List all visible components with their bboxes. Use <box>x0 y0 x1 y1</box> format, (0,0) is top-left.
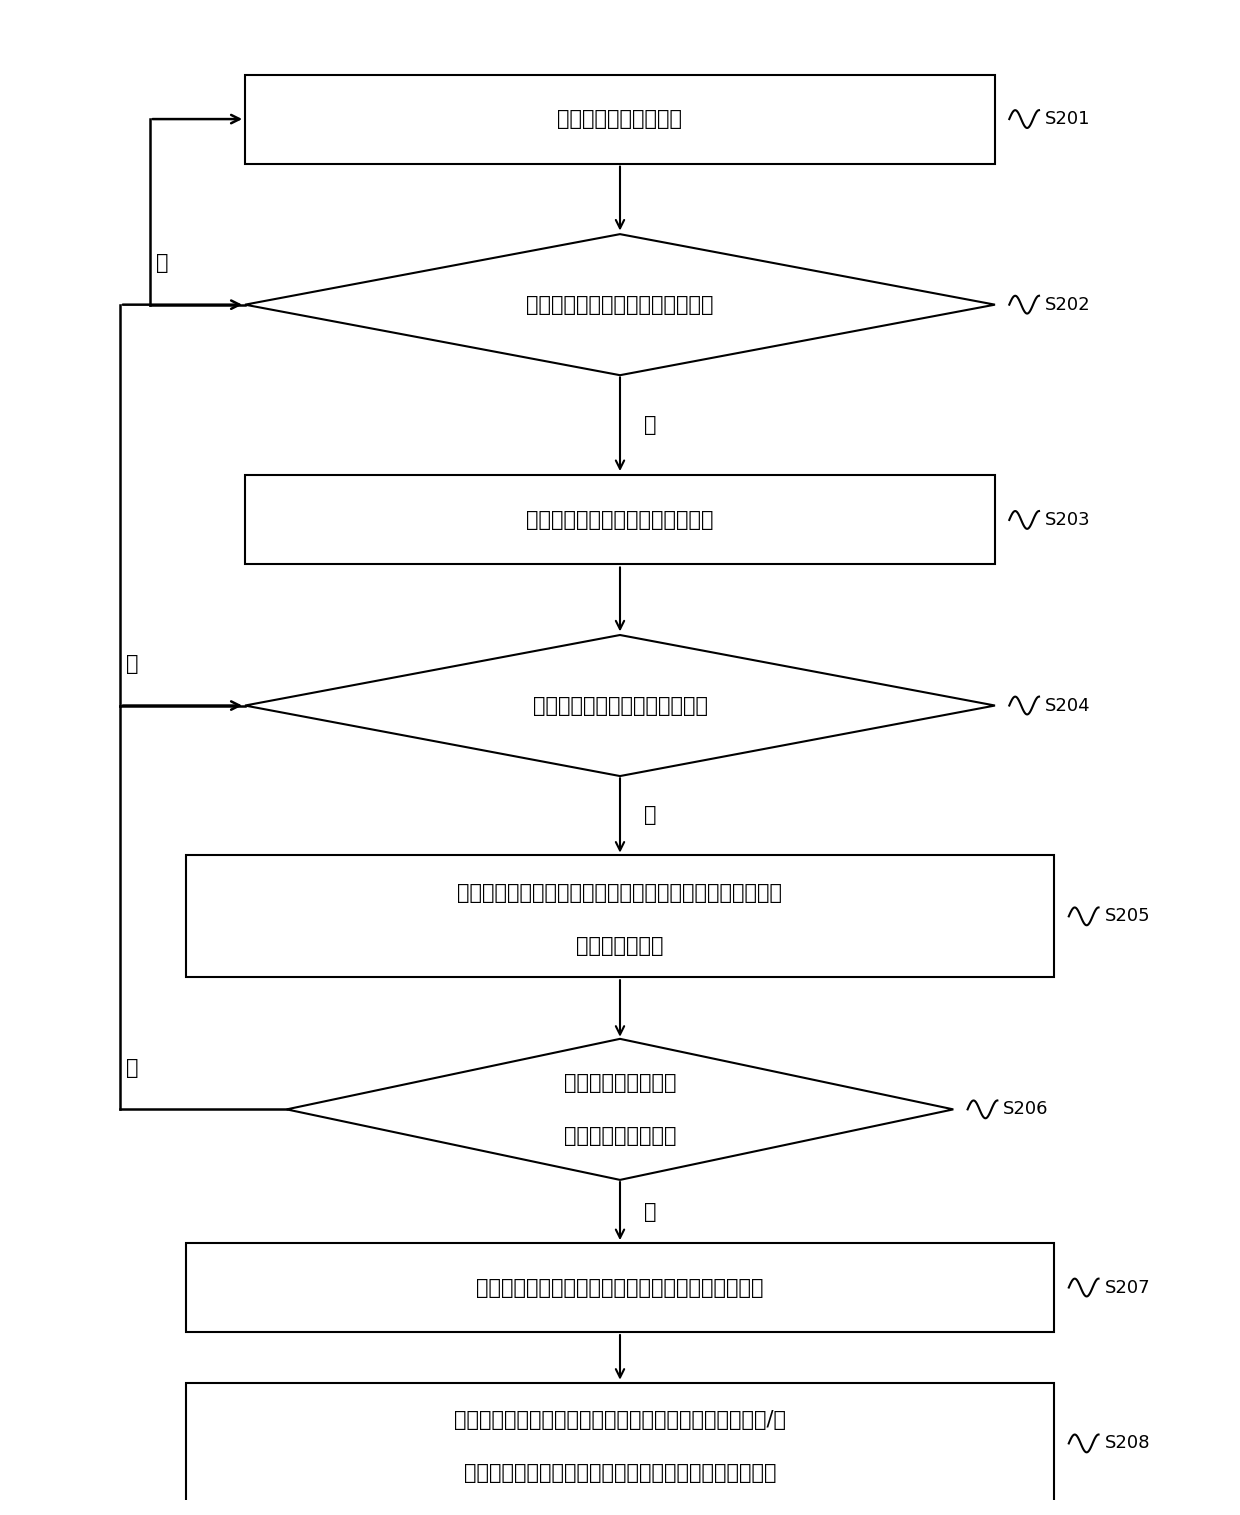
Text: 控制电梯中的报警装置输出报警指令对应的报警信息: 控制电梯中的报警装置输出报警指令对应的报警信息 <box>476 1277 764 1297</box>
Polygon shape <box>286 1039 954 1180</box>
Text: S204: S204 <box>1045 697 1091 715</box>
Text: 否: 否 <box>126 1057 139 1077</box>
Polygon shape <box>246 235 994 376</box>
Text: 检测电梯门状态是否表示开启状态: 检测电梯门状态是否表示开启状态 <box>526 294 714 315</box>
Bar <box>186 856 1054 977</box>
Text: 电梯光幕的控制单元发送电梯门常开指令对应的常开信号: 电梯光幕的控制单元发送电梯门常开指令对应的常开信号 <box>464 1463 776 1483</box>
Text: 控制电梯中的电梯门控装置向电梯轿厢按钮的控制单元和/或: 控制电梯中的电梯门控装置向电梯轿厢按钮的控制单元和/或 <box>454 1409 786 1430</box>
Bar <box>186 1242 1054 1332</box>
Bar <box>246 476 994 565</box>
Text: 否: 否 <box>126 654 139 674</box>
Text: S202: S202 <box>1045 295 1091 314</box>
Text: 统计预设时间内存在电动车的第一识别次数和未存在电动车: 统计预设时间内存在电动车的第一识别次数和未存在电动车 <box>458 883 782 903</box>
Text: S206: S206 <box>1003 1100 1049 1118</box>
Text: 获取电梯的电梯门状态: 获取电梯的电梯门状态 <box>558 109 682 129</box>
Text: 是: 是 <box>644 806 656 826</box>
Text: S207: S207 <box>1105 1279 1151 1297</box>
Text: S201: S201 <box>1045 111 1090 129</box>
Text: S205: S205 <box>1105 907 1151 926</box>
Text: 是: 是 <box>644 415 656 435</box>
Text: 否大于第二识别次数: 否大于第二识别次数 <box>564 1126 676 1147</box>
Text: S203: S203 <box>1045 511 1091 529</box>
Text: 获取电梯的预设范围内的图像信息: 获取电梯的预设范围内的图像信息 <box>526 511 714 530</box>
Polygon shape <box>246 635 994 776</box>
Text: S208: S208 <box>1105 1435 1149 1453</box>
Text: 是: 是 <box>644 1201 656 1221</box>
Text: 判断第一识别次数是: 判断第一识别次数是 <box>564 1073 676 1092</box>
Text: 识别图像信息中是否存在电动车: 识别图像信息中是否存在电动车 <box>532 695 708 715</box>
Bar <box>186 1383 1054 1504</box>
Text: 否: 否 <box>156 253 169 273</box>
Text: 的第二识别次数: 的第二识别次数 <box>577 936 663 956</box>
Bar <box>246 74 994 164</box>
